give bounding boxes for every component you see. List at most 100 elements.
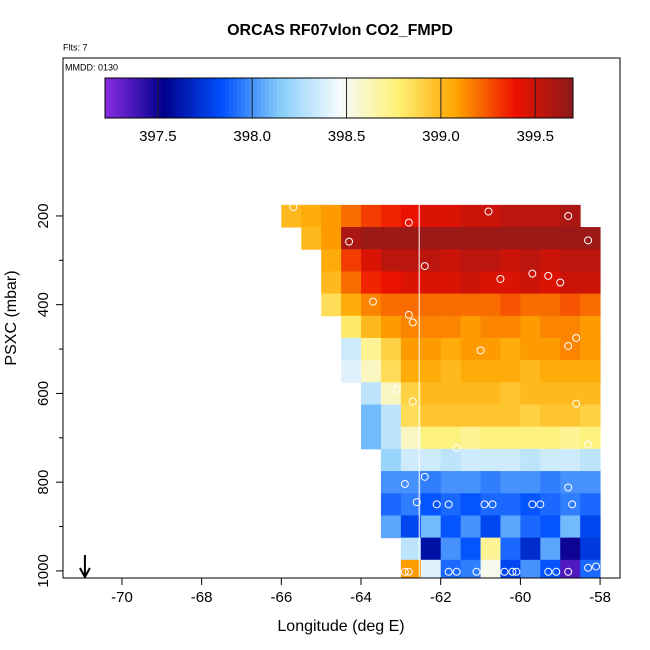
colorbar-swatch xyxy=(177,78,182,118)
colorbar-swatch xyxy=(541,78,546,118)
colorbar-swatch xyxy=(525,78,530,118)
colorbar-swatch xyxy=(545,78,550,118)
colorbar-swatch xyxy=(321,78,326,118)
observation-point xyxy=(484,207,493,216)
observation-point xyxy=(452,444,461,452)
heatmap-cell xyxy=(420,204,442,228)
heatmap-cell xyxy=(361,337,382,361)
heatmap-cell xyxy=(440,559,462,578)
heatmap-cell xyxy=(480,537,501,561)
heatmap-cell xyxy=(460,382,482,406)
heatmap-cell xyxy=(440,515,462,539)
observation-point xyxy=(472,567,481,576)
heatmap-cell xyxy=(560,515,581,539)
heatmap-cell xyxy=(440,426,462,450)
heatmap-cell xyxy=(540,471,561,494)
observation-point xyxy=(432,500,441,509)
heatmap-cell xyxy=(540,315,561,339)
heatmap-cell xyxy=(500,493,521,516)
heatmap-cell xyxy=(580,559,601,578)
heatmap-cell xyxy=(480,559,501,578)
observation-point xyxy=(412,498,421,507)
colorbar-swatch xyxy=(521,78,526,118)
colorbar-swatch xyxy=(369,78,374,118)
heatmap-cell xyxy=(520,493,541,516)
heatmap-cell xyxy=(440,227,462,250)
heatmap-cell xyxy=(321,249,342,272)
colorbar-swatch xyxy=(409,78,414,118)
heatmap-cell xyxy=(460,249,482,272)
colorbar-tick-label: 397.5 xyxy=(139,128,177,145)
heatmap-cell xyxy=(380,382,402,406)
colorbar-swatch xyxy=(113,78,118,118)
colorbar-swatch xyxy=(361,78,366,118)
heatmap-cell xyxy=(460,559,482,578)
colorbar-tick-label: 399.0 xyxy=(422,128,460,145)
heatmap-cell xyxy=(400,537,422,561)
colorbar-swatch xyxy=(397,78,402,118)
colorbar-swatch xyxy=(209,78,214,118)
heatmap-cell xyxy=(380,515,402,539)
observation-point xyxy=(564,483,573,492)
heatmap-cell xyxy=(500,537,521,561)
colorbar-swatch xyxy=(329,78,334,118)
x-tick-label: -62 xyxy=(430,589,452,606)
heatmap-cell xyxy=(440,382,462,406)
heatmap-cell xyxy=(500,293,521,317)
heatmap-cell xyxy=(520,204,541,228)
heatmap-cell xyxy=(460,360,482,383)
colorbar-swatch xyxy=(185,78,190,118)
heatmap-cell xyxy=(341,360,362,383)
heatmap-cell xyxy=(361,249,382,272)
colorbar-tick-label: 398.5 xyxy=(328,128,366,145)
heatmap-cell xyxy=(540,337,561,361)
colorbar-swatch xyxy=(353,78,358,118)
heatmap-cell xyxy=(540,360,561,383)
heatmap-cell xyxy=(400,404,422,428)
heatmap-cell xyxy=(361,426,382,450)
colorbar-swatch xyxy=(317,78,322,118)
colorbar-swatch xyxy=(165,78,170,118)
colorbar-swatch xyxy=(365,78,370,118)
colorbar-swatch xyxy=(489,78,494,118)
x-axis-label: Longitude (deg E) xyxy=(277,618,404,635)
colorbar-swatch xyxy=(349,78,354,118)
colorbar-swatch xyxy=(569,78,574,118)
observation-point xyxy=(528,500,537,509)
heatmap-cell xyxy=(480,337,501,361)
colorbar-swatch xyxy=(477,78,482,118)
arrow-head xyxy=(79,567,91,580)
colorbar-swatch xyxy=(517,78,522,118)
heatmap-cell xyxy=(301,204,322,228)
heatmap-cell xyxy=(460,293,482,317)
heatmap-cell xyxy=(380,227,402,250)
heatmap-cell xyxy=(540,382,561,406)
heatmap-cell xyxy=(400,515,422,539)
heatmap-cell xyxy=(460,337,482,361)
heatmap-cell xyxy=(540,249,561,272)
observation-point xyxy=(528,269,537,278)
colorbar-swatch xyxy=(505,78,510,118)
heatmap-cell xyxy=(560,360,581,383)
colorbar-swatch xyxy=(141,78,146,118)
colorbar-swatch xyxy=(565,78,570,118)
colorbar-swatch xyxy=(537,78,542,118)
colorbar-swatch xyxy=(501,78,506,118)
colorbar-swatch xyxy=(301,78,306,118)
colorbar-swatch xyxy=(461,78,466,118)
heatmap-cell xyxy=(361,204,382,228)
heatmap-cell xyxy=(341,337,362,361)
colorbar-swatch xyxy=(457,78,462,118)
heatmap-cell xyxy=(500,227,521,250)
observation-point xyxy=(564,567,573,576)
colorbar-swatch xyxy=(497,78,502,118)
observation-point xyxy=(420,472,429,481)
colorbar-swatch xyxy=(125,78,130,118)
colorbar-swatch xyxy=(233,78,238,118)
heatmap-cell xyxy=(580,426,601,450)
heatmap-cell xyxy=(400,360,422,383)
y-axis-label: PSXC (mbar) xyxy=(3,270,20,365)
heatmap-cell xyxy=(400,271,422,295)
observation-point xyxy=(408,397,417,406)
colorbar-swatch xyxy=(509,78,514,118)
